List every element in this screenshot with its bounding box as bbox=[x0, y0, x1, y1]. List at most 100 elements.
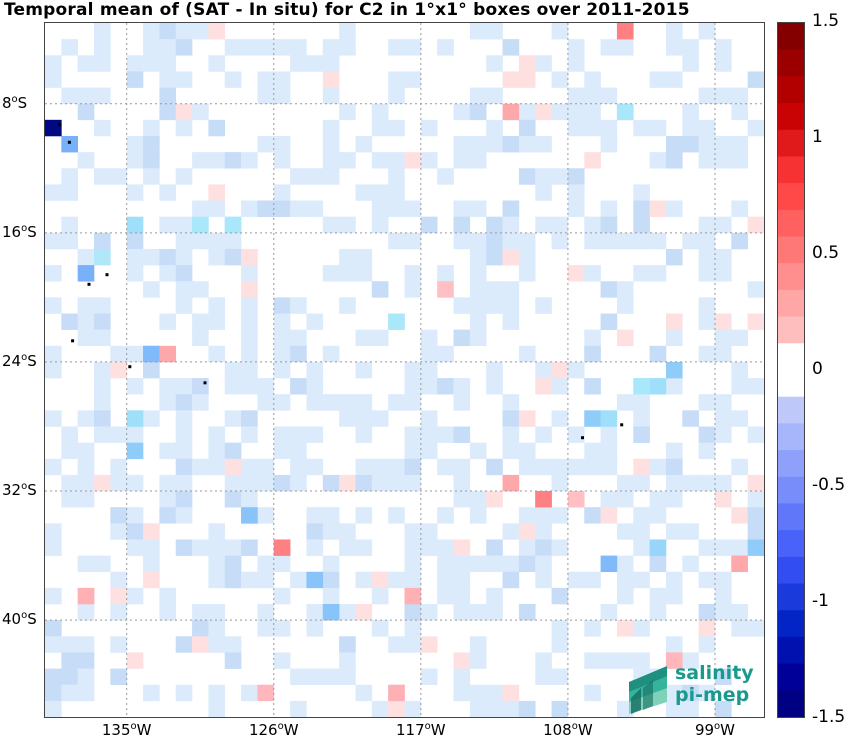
grid-cell-background bbox=[420, 539, 438, 556]
grid-cell-background bbox=[339, 152, 356, 169]
grid-cell-background bbox=[404, 394, 422, 411]
grid-cell-background bbox=[110, 636, 127, 653]
grid-cell-background bbox=[77, 55, 95, 72]
grid-cell-background bbox=[731, 361, 748, 379]
grid-cell-background bbox=[502, 281, 520, 298]
grid-cell-background bbox=[649, 604, 667, 621]
colorbar-tick-label: 1.5 bbox=[812, 11, 840, 31]
grid-cell-background bbox=[110, 168, 127, 185]
grid-cell-background bbox=[437, 555, 454, 573]
grid-cell-background bbox=[404, 71, 422, 88]
grid-cell-background bbox=[77, 555, 95, 573]
colorbar-level bbox=[778, 263, 804, 291]
grid-cell-background bbox=[453, 378, 471, 395]
grid-cell-background bbox=[159, 216, 177, 234]
grid-cell-background bbox=[45, 232, 62, 250]
grid-cell-background bbox=[175, 410, 193, 427]
grid-cell-background bbox=[192, 394, 209, 411]
grid-cell-background bbox=[192, 458, 209, 476]
grid-cell-background bbox=[339, 539, 356, 556]
island-mark bbox=[581, 436, 584, 440]
grid-cell-background bbox=[143, 168, 160, 185]
grid-cell-background bbox=[404, 361, 422, 379]
grid-cell-background bbox=[714, 265, 732, 282]
grid-cell-background bbox=[502, 700, 520, 717]
grid-cell-background bbox=[633, 426, 650, 443]
grid-cell-background bbox=[175, 684, 193, 702]
grid-cell-background bbox=[339, 248, 356, 266]
grid-cell-background bbox=[371, 184, 389, 201]
grid-cell-background bbox=[633, 216, 650, 234]
grid-cell-background bbox=[159, 87, 177, 104]
grid-cell-background bbox=[371, 103, 389, 121]
map-plot-area[interactable] bbox=[44, 22, 765, 718]
grid-cell-background bbox=[551, 458, 569, 476]
grid-cell-background bbox=[518, 458, 536, 476]
grid-cell-background bbox=[502, 248, 520, 266]
grid-cell-background bbox=[714, 539, 732, 556]
grid-cell-background bbox=[567, 200, 585, 217]
grid-cell-background bbox=[61, 668, 78, 686]
grid-cell-background bbox=[584, 87, 601, 104]
grid-cell-background bbox=[518, 700, 536, 717]
grid-cell-background bbox=[94, 426, 111, 443]
grid-cell-background bbox=[698, 248, 716, 266]
grid-cell-background bbox=[208, 152, 226, 169]
grid-cell-background bbox=[143, 684, 160, 702]
grid-cell-background bbox=[224, 410, 242, 427]
grid-cell-background bbox=[388, 119, 405, 137]
grid-cell-background bbox=[698, 394, 716, 411]
grid-cell-background bbox=[420, 604, 438, 621]
grid-cell-background bbox=[94, 232, 111, 250]
grid-cell-background bbox=[159, 23, 177, 40]
grid-cell-background bbox=[94, 55, 111, 72]
grid-cell-background bbox=[77, 474, 95, 492]
grid-cell-background bbox=[192, 313, 209, 330]
grid-cell-background bbox=[486, 587, 503, 605]
grid-cell-background bbox=[535, 652, 552, 669]
grid-cell-background bbox=[159, 39, 177, 56]
grid-cell-background bbox=[486, 539, 503, 556]
grid-cell-background bbox=[698, 119, 716, 137]
grid-cell-background bbox=[175, 103, 193, 121]
grid-cell-background bbox=[355, 265, 373, 282]
grid-cell-background bbox=[192, 604, 209, 621]
grid-cell-background bbox=[535, 458, 552, 476]
grid-cell-background bbox=[224, 248, 242, 266]
grid-cell-background bbox=[616, 281, 634, 298]
grid-cell-background bbox=[208, 571, 226, 589]
grid-cell-background bbox=[143, 523, 160, 540]
grid-cell-background bbox=[714, 491, 732, 508]
grid-cell-background bbox=[682, 410, 699, 427]
grid-cell-background bbox=[453, 297, 471, 314]
data-cell bbox=[747, 539, 764, 556]
grid-cell-background bbox=[600, 119, 618, 137]
colorbar-level bbox=[778, 636, 804, 665]
grid-cell-background bbox=[698, 232, 716, 250]
data-cell bbox=[388, 313, 405, 330]
colorbar-level bbox=[778, 183, 804, 211]
grid-cell-background bbox=[159, 394, 177, 411]
grid-cell-background bbox=[600, 491, 618, 508]
logo-text-salinity: salinity bbox=[675, 662, 754, 684]
lat-tick-label: 40oS bbox=[2, 610, 37, 629]
grid-cell-background bbox=[616, 394, 634, 411]
colorbar-tick-label: 0.5 bbox=[812, 243, 840, 263]
grid-cell-background bbox=[469, 248, 487, 266]
grid-cell-background bbox=[731, 200, 748, 217]
grid-cell-background bbox=[143, 39, 160, 56]
grid-cell-background bbox=[371, 329, 389, 347]
grid-cell-background bbox=[388, 507, 405, 524]
grid-cell-background bbox=[339, 636, 356, 653]
grid-cell-background bbox=[551, 474, 569, 492]
grid-cell-background bbox=[616, 474, 634, 492]
grid-cell-background bbox=[714, 152, 732, 169]
grid-cell-background bbox=[453, 668, 471, 686]
grid-cell-background bbox=[355, 539, 373, 556]
grid-cell-background bbox=[322, 152, 340, 169]
grid-cell-background bbox=[698, 604, 716, 621]
grid-cell-background bbox=[567, 55, 585, 72]
grid-cell-background bbox=[682, 39, 699, 56]
lat-tick-label: 8oS bbox=[2, 93, 28, 112]
grid-cell-background bbox=[355, 458, 373, 476]
